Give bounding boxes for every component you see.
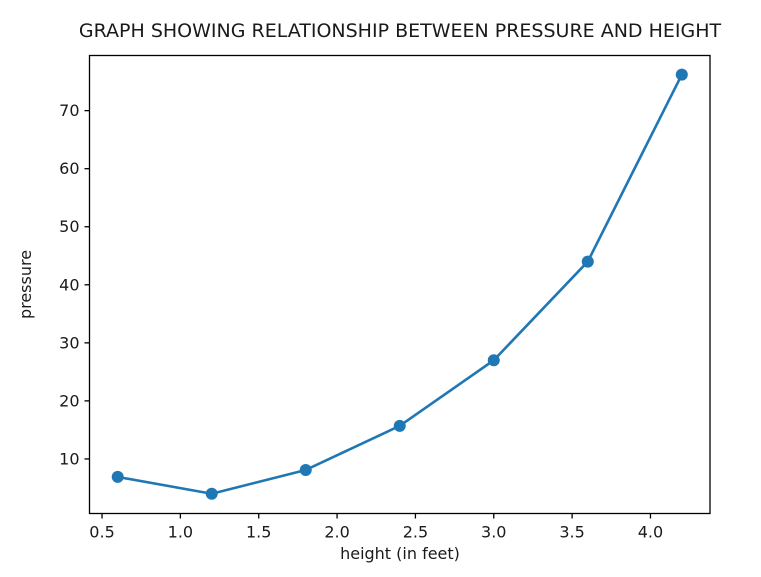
y-tick-label: 40: [59, 275, 79, 294]
y-tick-label: 70: [59, 101, 79, 120]
data-point: [111, 470, 124, 483]
data-point: [299, 463, 312, 476]
data-point: [393, 419, 406, 432]
x-tick-label: 2.5: [403, 523, 428, 542]
chart-title: GRAPH SHOWING RELATIONSHIP BETWEEN PRESS…: [79, 20, 722, 42]
data-point: [581, 255, 594, 268]
x-tick-label: 1.0: [168, 523, 193, 542]
y-tick-label: 60: [59, 159, 79, 178]
y-tick-label: 10: [59, 449, 79, 468]
plot-area: 0.5 1.0 1.5 2.0 2.5 3.0 3.5 4.0 10 20 30 40 50 60 70: [59, 54, 711, 542]
data-point: [205, 487, 218, 500]
x-tick-label: 2.0: [324, 523, 349, 542]
data-point: [675, 68, 688, 81]
y-tick-label: 30: [59, 333, 79, 352]
y-tick-label: 50: [59, 217, 79, 236]
axes-frame: [88, 54, 711, 515]
x-tick-label: 1.5: [246, 523, 271, 542]
data-point: [487, 354, 500, 367]
x-tick-label: 3.0: [481, 523, 506, 542]
x-tick-label: 0.5: [89, 523, 114, 542]
y-axis-label: pressure: [16, 250, 35, 319]
x-tick-label: 4.0: [638, 523, 663, 542]
x-axis-label: height (in feet): [340, 544, 460, 563]
x-tick-label: 3.5: [559, 523, 584, 542]
y-tick-label: 20: [59, 391, 79, 410]
